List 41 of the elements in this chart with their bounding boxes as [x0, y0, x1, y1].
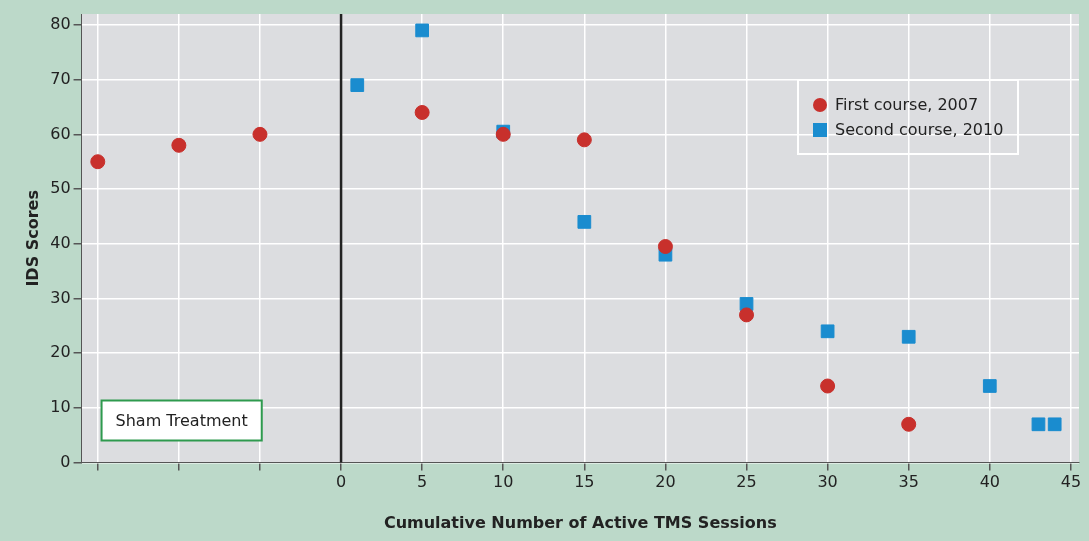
point [1031, 417, 1046, 432]
x-tick-label: 5 [417, 472, 428, 492]
point [350, 78, 365, 92]
annotation: Sham Treatment [115, 410, 248, 430]
x-tick-label: 45 [1060, 472, 1082, 492]
point [901, 329, 916, 344]
x-tick-label: 30 [817, 472, 838, 492]
x-tick-label: 20 [655, 472, 676, 492]
legend-label: Second course, 2010 [835, 120, 1004, 139]
y-tick-label: 50 [50, 178, 71, 198]
y-tick-label: 40 [50, 232, 71, 252]
point [576, 132, 592, 148]
x-tick-label: 15 [574, 472, 595, 492]
x-axis-title: Cumulative Number of Active TMS Sessions [383, 512, 777, 532]
y-axis-title: IDS Scores [22, 190, 42, 287]
y-tick-label: 10 [50, 397, 71, 417]
point [414, 104, 430, 120]
point [820, 324, 835, 339]
y-tick-label: 60 [50, 123, 71, 143]
point [1047, 417, 1062, 432]
y-tick-label: 20 [50, 342, 71, 362]
y-tick-label: 70 [50, 68, 71, 88]
point [252, 126, 268, 142]
x-tick-label: 25 [736, 472, 757, 492]
point [577, 215, 592, 229]
x-tick-label: 35 [898, 472, 919, 492]
point [171, 137, 187, 153]
point [820, 378, 836, 394]
point [901, 416, 917, 432]
x-tick-label: 10 [493, 472, 514, 492]
legend-label: First course, 2007 [835, 95, 979, 114]
x-tick-label: 40 [979, 472, 1000, 492]
x-tick-label: 0 [335, 472, 347, 492]
point [982, 379, 997, 393]
y-tick-label: 0 [60, 451, 71, 471]
point [657, 239, 673, 255]
point [90, 154, 106, 170]
y-tick-label: 80 [50, 14, 71, 34]
point [739, 307, 755, 323]
y-tick-label: 30 [50, 287, 71, 307]
point [415, 23, 430, 38]
